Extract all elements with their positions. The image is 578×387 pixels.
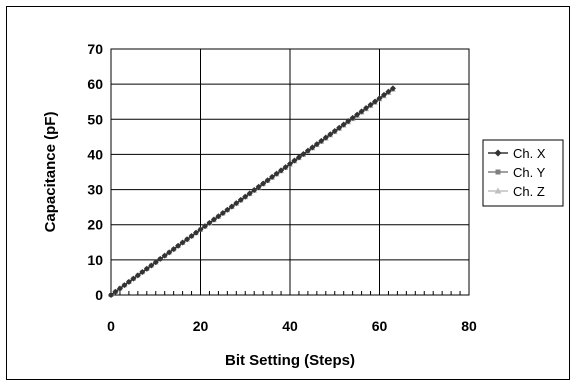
data-point (116, 285, 123, 292)
data-point (380, 91, 387, 98)
data-point (201, 223, 208, 230)
data-point (282, 164, 289, 171)
legend-marker (494, 149, 502, 157)
data-point (313, 141, 320, 148)
data-point (309, 144, 316, 151)
legend-marker (494, 187, 502, 194)
data-point (193, 229, 200, 236)
data-point (242, 193, 249, 200)
y-tick-labels: 0 10 20 30 40 50 60 70 (87, 41, 103, 303)
data-point (161, 252, 168, 259)
data-point (327, 131, 334, 138)
data-point (336, 124, 343, 131)
x-tick-labels: 0 20 40 60 80 (107, 318, 477, 334)
x-tick-label: 60 (372, 318, 388, 334)
data-point (318, 137, 325, 144)
x-minor-ticks (110, 291, 470, 295)
data-point (215, 213, 222, 220)
data-point (358, 108, 365, 115)
data-point (228, 203, 235, 210)
series-layer (108, 85, 396, 298)
data-point (273, 170, 280, 177)
data-point (269, 173, 276, 180)
legend-label: Ch. Z (513, 184, 545, 199)
data-point (260, 180, 267, 187)
data-point (291, 157, 298, 164)
y-tick-label: 20 (87, 217, 103, 233)
y-tick-label: 70 (87, 41, 103, 57)
data-point (237, 196, 244, 203)
data-point (148, 262, 155, 269)
y-tick-label: 0 (95, 287, 103, 303)
data-point (125, 278, 132, 285)
chart-frame: 0 20 40 60 80 0 10 20 30 40 50 60 70 Bit Setting (S… (6, 6, 570, 380)
y-tick-label: 30 (87, 182, 103, 198)
legend: Ch. X Ch. Y Ch. Z (482, 139, 564, 207)
data-point (233, 200, 240, 207)
legend-label: Ch. X (513, 146, 546, 161)
data-point (372, 98, 379, 105)
legend-marker (495, 169, 501, 175)
x-tick-label: 80 (461, 318, 477, 334)
data-point (206, 219, 213, 226)
data-point (143, 265, 150, 272)
legend-label: Ch. Y (513, 165, 546, 180)
y-tick-label: 40 (87, 146, 103, 162)
series-line-Ch. X (110, 87, 394, 296)
legend-box (482, 139, 564, 207)
data-point (264, 177, 271, 184)
data-point (322, 134, 329, 141)
data-point (367, 101, 374, 108)
data-point (210, 216, 217, 223)
y-axis-title: Capacitance (pF) (42, 112, 59, 233)
data-point (295, 154, 302, 161)
data-point (130, 275, 137, 282)
x-axis-title: Bit Setting (Steps) (225, 352, 355, 369)
data-point (287, 160, 293, 167)
data-point (251, 187, 258, 194)
data-point (345, 118, 352, 125)
y-tick-label: 60 (87, 76, 103, 92)
data-point (179, 239, 186, 246)
data-point (188, 232, 195, 239)
data-point (300, 150, 307, 157)
data-point (134, 272, 141, 279)
data-point (363, 105, 370, 112)
data-point (385, 88, 392, 95)
data-point (349, 114, 356, 121)
line-chart: 0 20 40 60 80 0 10 20 30 40 50 60 70 Bit Setting (S… (42, 41, 564, 369)
data-point (246, 190, 253, 197)
data-point (170, 246, 177, 253)
y-tick-label: 10 (87, 252, 103, 268)
data-point (197, 226, 204, 233)
data-point (340, 121, 347, 128)
data-point (224, 206, 231, 213)
data-point (354, 111, 361, 118)
x-tick-label: 40 (282, 318, 298, 334)
data-point (331, 128, 338, 134)
data-point (219, 210, 226, 216)
data-point (175, 242, 182, 249)
data-point (121, 282, 128, 289)
data-point (152, 259, 159, 266)
data-point (108, 292, 114, 298)
data-point (139, 269, 146, 276)
x-tick-label: 20 (193, 318, 209, 334)
data-point (184, 236, 191, 243)
data-point (304, 147, 311, 154)
data-point (166, 249, 173, 256)
data-point (376, 95, 383, 102)
data-point (389, 85, 396, 92)
x-tick-label: 0 (107, 318, 115, 334)
data-point (112, 288, 119, 295)
data-point (278, 167, 285, 174)
y-tick-label: 50 (87, 111, 103, 127)
